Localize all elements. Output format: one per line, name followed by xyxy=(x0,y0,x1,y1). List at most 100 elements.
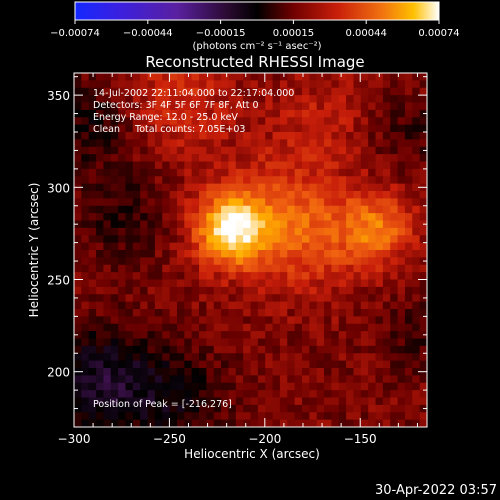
heatmap-cell xyxy=(184,235,193,244)
heatmap-cell xyxy=(118,412,126,421)
heatmap-cell xyxy=(265,345,274,354)
heatmap-cell xyxy=(294,80,303,89)
heatmap-cell xyxy=(132,323,141,332)
heatmap-cell xyxy=(338,309,347,317)
heatmap-cell xyxy=(228,331,237,340)
heatmap-cell xyxy=(199,242,207,251)
heatmap-cell xyxy=(96,220,104,229)
heatmap-cell xyxy=(368,382,377,391)
heatmap-cell xyxy=(243,390,251,399)
heatmap-cell xyxy=(96,132,104,140)
heatmap-cell xyxy=(184,161,193,170)
heatmap-cell xyxy=(360,235,369,244)
heatmap-cell xyxy=(257,132,266,140)
heatmap-cell xyxy=(279,294,288,303)
heatmap-cell xyxy=(110,412,119,421)
heatmap-cell xyxy=(74,242,82,251)
heatmap-cell xyxy=(375,257,384,266)
colorbar: −0.00074 −0.00044 −0.00015 0.00015 0.00044 0.… xyxy=(50,1,460,52)
heatmap-cell xyxy=(324,294,332,303)
heatmap-cell xyxy=(213,345,222,354)
heatmap-cell xyxy=(228,353,237,362)
heatmap-cell xyxy=(412,390,421,399)
heatmap-cell xyxy=(338,117,347,126)
heatmap-cell xyxy=(287,272,296,281)
heatmap-cell xyxy=(324,87,332,96)
heatmap-cell xyxy=(206,95,215,104)
heatmap-cell xyxy=(147,235,156,244)
heatmap-cell xyxy=(368,360,377,369)
heatmap-cell xyxy=(272,154,281,163)
heatmap-cell xyxy=(228,146,237,155)
heatmap-cell xyxy=(228,286,237,295)
heatmap-cell xyxy=(154,419,163,428)
heatmap-cell xyxy=(353,301,362,310)
heatmap-cell xyxy=(265,264,274,273)
heatmap-cell xyxy=(162,235,171,244)
heatmap-cell xyxy=(191,73,200,81)
heatmap-cell xyxy=(250,146,259,155)
heatmap-cell xyxy=(103,419,112,428)
heatmap-cell xyxy=(118,316,126,325)
heatmap-cell xyxy=(250,132,259,140)
heatmap-cell xyxy=(294,301,303,310)
heatmap-cell xyxy=(162,397,171,406)
annotation-counts: Clean Total counts: 7.05E+03 xyxy=(93,124,245,135)
heatmap-cell xyxy=(360,198,369,207)
heatmap-cell xyxy=(397,331,406,340)
heatmap-cell xyxy=(287,279,296,288)
heatmap-cell xyxy=(228,161,237,170)
heatmap-cell xyxy=(132,73,141,81)
heatmap-cell xyxy=(243,353,251,362)
heatmap-cell xyxy=(301,146,310,155)
heatmap-cell xyxy=(294,294,303,303)
heatmap-cell xyxy=(353,250,362,258)
heatmap-cell xyxy=(213,375,222,384)
heatmap-cell xyxy=(96,154,104,163)
heatmap-cell xyxy=(250,360,259,369)
heatmap-cell xyxy=(88,309,97,317)
heatmap-cell xyxy=(74,338,82,347)
heatmap-cell xyxy=(96,257,104,266)
heatmap-cell xyxy=(375,390,384,399)
heatmap-cell xyxy=(154,80,163,89)
heatmap-cell xyxy=(404,87,413,96)
heatmap-cell xyxy=(346,272,354,281)
heatmap-cell xyxy=(368,353,377,362)
heatmap-cell xyxy=(125,323,134,332)
heatmap-cell xyxy=(353,419,362,428)
heatmap-cell xyxy=(213,205,222,214)
heatmap-cell xyxy=(265,183,274,192)
heatmap-cell xyxy=(419,80,428,89)
heatmap-cell xyxy=(368,323,377,332)
heatmap-cell xyxy=(279,80,288,89)
annotation-energy: Energy Range: 12.0 - 25.0 keV xyxy=(93,112,238,123)
heatmap-cell xyxy=(96,183,104,192)
heatmap-cell xyxy=(213,109,222,118)
heatmap-cell xyxy=(331,309,340,317)
heatmap-cell xyxy=(88,109,97,118)
heatmap-cell xyxy=(154,390,163,399)
heatmap-cell xyxy=(213,242,222,251)
heatmap-cell xyxy=(250,109,259,118)
heatmap-cell xyxy=(96,95,104,104)
peak-position-label: Position of Peak = [-216,276] xyxy=(93,399,232,410)
colorbar-unit: (photons cm⁻² s⁻¹ asec⁻²) xyxy=(192,41,321,52)
heatmap-cell xyxy=(162,220,171,229)
heatmap-cell xyxy=(287,404,296,413)
heatmap-cell xyxy=(235,161,244,170)
heatmap-cell xyxy=(199,309,207,317)
heatmap-cell xyxy=(353,257,362,266)
heatmap-cell xyxy=(206,227,215,236)
heatmap-cell xyxy=(397,242,406,251)
heatmap-cell xyxy=(412,227,421,236)
heatmap-cell xyxy=(368,146,377,155)
heatmap-cell xyxy=(404,154,413,163)
heatmap-cell xyxy=(191,132,200,140)
heatmap-cell xyxy=(346,360,354,369)
heatmap-cell xyxy=(257,242,266,251)
heatmap-cell xyxy=(96,286,104,295)
heatmap-cell xyxy=(404,390,413,399)
heatmap-cell xyxy=(265,73,274,81)
heatmap-cell xyxy=(96,73,104,81)
